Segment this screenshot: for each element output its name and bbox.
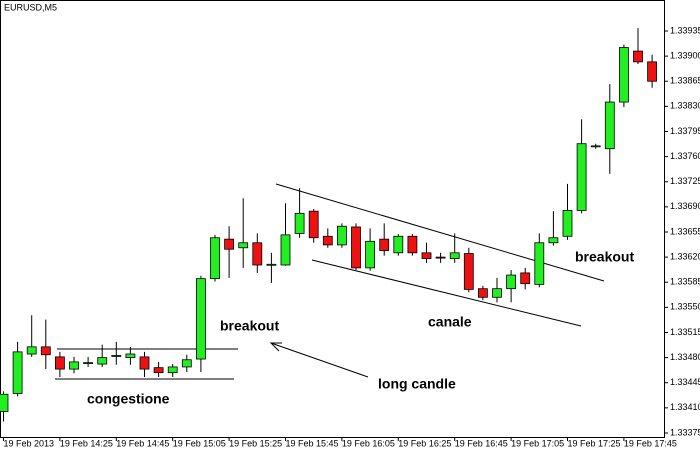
- y-tick-label: 1.33550: [670, 302, 700, 312]
- candle-body: [463, 253, 474, 290]
- candle-body: [619, 47, 629, 103]
- y-tick-label: 1.33410: [670, 402, 700, 412]
- candle-body: [210, 237, 220, 280]
- y-tick-label: 1.33795: [670, 126, 700, 136]
- arrow-line: [270, 342, 369, 378]
- x-tick-label: 19 Feb 15:05: [173, 438, 226, 448]
- candle-body: [238, 242, 249, 249]
- candle-body: [604, 101, 615, 150]
- y-tick-label: 1.33375: [670, 427, 700, 437]
- x-tick-label: 19 Feb 14:25: [60, 438, 113, 448]
- candle-body: [421, 252, 432, 259]
- candle-body: [562, 210, 573, 237]
- candle-body: [492, 288, 502, 298]
- x-tick-label: 19 Feb 17:45: [624, 438, 677, 448]
- candle-body: [365, 240, 376, 269]
- channel-bottom: [311, 259, 582, 327]
- candle-body: [195, 278, 206, 360]
- candle-body: [379, 238, 390, 252]
- channel-top: [275, 183, 605, 282]
- candle-body: [647, 61, 657, 82]
- candle-body: [407, 235, 418, 254]
- y-tick-label: 1.33585: [670, 277, 700, 287]
- y-tick-label: 1.33865: [670, 76, 700, 86]
- candle-body: [153, 367, 164, 374]
- x-tick-label: 19 Feb 15:45: [286, 438, 339, 448]
- x-tick-label: 19 Feb 2013: [4, 438, 55, 448]
- candle-body: [266, 263, 277, 266]
- y-tick-label: 1.33725: [670, 176, 700, 186]
- candle-body: [224, 238, 235, 250]
- candle-body: [351, 226, 361, 269]
- candle-body: [336, 225, 347, 246]
- y-tick-label: 1.33935: [670, 25, 700, 35]
- x-tick-label: 19 Feb 15:25: [229, 438, 282, 448]
- candle-body: [548, 237, 559, 244]
- x-tick-label: 19 Feb 14:45: [116, 438, 169, 448]
- candle-body: [69, 361, 79, 370]
- annotation: congestione: [87, 391, 170, 407]
- chart-title: EURUSD,M5: [4, 2, 57, 12]
- candle-body: [308, 210, 319, 239]
- candle-body: [590, 145, 601, 148]
- candle-body: [26, 346, 37, 355]
- annotation: long candle: [378, 376, 456, 392]
- candle-body: [322, 235, 333, 246]
- candle-body: [534, 242, 545, 285]
- arrow-head: [269, 342, 282, 352]
- candle-body: [393, 235, 404, 254]
- candle-body: [55, 356, 65, 370]
- y-tick-label: 1.33480: [670, 352, 700, 362]
- annotation: breakout: [575, 249, 634, 265]
- candle-body: [97, 357, 108, 365]
- candle-body: [139, 356, 150, 370]
- candle-body: [506, 274, 517, 290]
- candle-body: [435, 256, 446, 259]
- x-tick-label: 19 Feb 16:45: [455, 438, 508, 448]
- x-tick-label: 19 Feb 17:05: [511, 438, 564, 448]
- candle-body: [280, 234, 291, 266]
- candle-body: [125, 353, 136, 359]
- candle-body: [83, 362, 93, 365]
- y-tick-label: 1.33620: [670, 251, 700, 261]
- candle-body: [633, 50, 643, 63]
- candle-body: [294, 212, 305, 234]
- y-tick-label: 1.33515: [670, 327, 700, 337]
- y-tick-label: 1.33445: [670, 377, 700, 387]
- annotation: breakout: [220, 318, 279, 334]
- candle-body: [12, 351, 23, 394]
- candle-body: [477, 288, 488, 298]
- candle-body: [576, 143, 587, 211]
- x-tick-label: 19 Feb 16:25: [398, 438, 451, 448]
- candle-body: [167, 366, 178, 374]
- x-tick-label: 19 Feb 16:05: [342, 438, 395, 448]
- candle-body: [40, 346, 51, 356]
- x-tick-label: 19 Feb 17:25: [568, 438, 621, 448]
- candle-body: [181, 359, 192, 368]
- candle-body: [111, 355, 122, 357]
- y-tick-label: 1.33830: [670, 101, 700, 111]
- y-tick-label: 1.33760: [670, 151, 700, 161]
- candle-body: [449, 252, 460, 259]
- candle-body: [252, 242, 263, 266]
- y-tick-label: 1.33655: [670, 226, 700, 236]
- candle-body: [0, 393, 9, 412]
- y-tick-label: 1.33900: [670, 50, 700, 60]
- candle-body: [520, 272, 531, 285]
- y-tick-label: 1.33690: [670, 201, 700, 211]
- annotation: canale: [428, 314, 472, 330]
